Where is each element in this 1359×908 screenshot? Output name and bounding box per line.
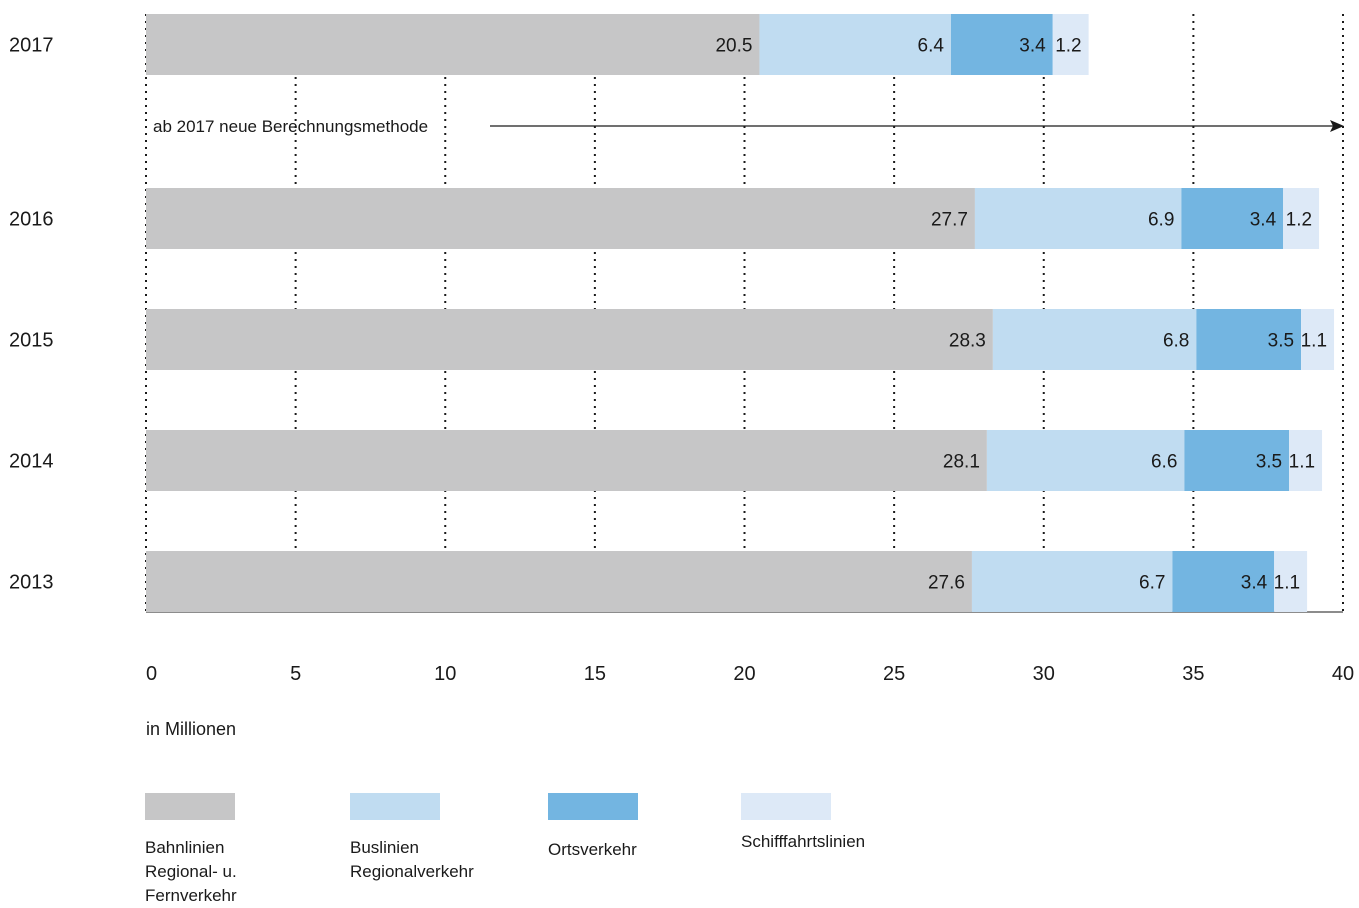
value-label-2016-bahn: 27.7 bbox=[931, 210, 968, 231]
bar-2016-bahn bbox=[146, 188, 975, 249]
x-axis-unit-label: in Millionen bbox=[146, 719, 237, 739]
x-tick-label-15: 15 bbox=[584, 663, 606, 685]
value-label-2016-schiff: 1.2 bbox=[1286, 210, 1312, 231]
category-label-2015: 2015 bbox=[9, 330, 54, 352]
bar-2015-bus bbox=[992, 309, 1197, 370]
value-label-2014-schiff: 1.1 bbox=[1289, 452, 1315, 473]
value-label-2014-orts: 3.5 bbox=[1256, 452, 1282, 473]
bars bbox=[146, 14, 1335, 612]
x-tick-label-40: 40 bbox=[1332, 663, 1354, 685]
x-tick-label-0: 0 bbox=[146, 663, 157, 685]
category-label-2014: 2014 bbox=[9, 451, 54, 473]
value-label-2017-bahn: 20.5 bbox=[715, 36, 752, 57]
bar-2016-orts bbox=[1181, 188, 1284, 249]
value-label-2016-orts: 3.4 bbox=[1250, 210, 1277, 231]
legend-swatch-bahn bbox=[145, 793, 235, 820]
category-label-2013: 2013 bbox=[9, 572, 54, 594]
legend-swatch-schiff bbox=[741, 793, 831, 820]
value-label-2013-orts: 3.4 bbox=[1241, 573, 1268, 594]
value-label-2014-bus: 6.6 bbox=[1151, 452, 1177, 473]
legend-label-bahn: Bahnlinien Regional- u. Fernverkehr bbox=[145, 838, 237, 905]
value-label-2015-bus: 6.8 bbox=[1163, 331, 1189, 352]
x-tick-label-35: 35 bbox=[1182, 663, 1204, 685]
x-tick-label-10: 10 bbox=[434, 663, 456, 685]
bar-2017-schiff bbox=[1052, 14, 1089, 75]
bar-2014-bus bbox=[986, 430, 1185, 491]
bar-2014-schiff bbox=[1289, 430, 1323, 491]
bar-2013-schiff bbox=[1274, 551, 1308, 612]
x-tick-label-25: 25 bbox=[883, 663, 905, 685]
annotation-arrowhead bbox=[1330, 120, 1344, 132]
method-change-annotation: ab 2017 neue Berechnungsmethode bbox=[153, 117, 1344, 136]
bar-2016-bus bbox=[974, 188, 1182, 249]
value-label-2017-schiff: 1.2 bbox=[1055, 36, 1081, 57]
category-label-2017: 2017 bbox=[9, 35, 54, 57]
value-label-2015-bahn: 28.3 bbox=[949, 331, 986, 352]
x-tick-label-20: 20 bbox=[733, 663, 755, 685]
category-label-2016: 2016 bbox=[9, 209, 54, 231]
value-label-2017-bus: 6.4 bbox=[918, 36, 945, 57]
legend-label-bus: Buslinien Regionalverkehr bbox=[350, 838, 474, 881]
legend-label-orts: Ortsverkehr bbox=[548, 840, 637, 859]
bar-2015-bahn bbox=[146, 309, 993, 370]
bar-2013-bahn bbox=[146, 551, 972, 612]
value-label-2013-schiff: 1.1 bbox=[1274, 573, 1300, 594]
bar-2016-schiff bbox=[1283, 188, 1320, 249]
bar-2014-bahn bbox=[146, 430, 987, 491]
bar-2013-orts bbox=[1172, 551, 1275, 612]
bar-2017-bahn bbox=[146, 14, 760, 75]
legend-swatch-orts bbox=[548, 793, 638, 820]
value-label-2013-bus: 6.7 bbox=[1139, 573, 1165, 594]
value-label-2013-bahn: 27.6 bbox=[928, 573, 965, 594]
value-label-2016-bus: 6.9 bbox=[1148, 210, 1174, 231]
bar-2017-bus bbox=[759, 14, 951, 75]
value-label-2015-orts: 3.5 bbox=[1268, 331, 1294, 352]
legend-item-bus: Buslinien Regionalverkehr bbox=[350, 793, 474, 884]
value-label-2017-orts: 3.4 bbox=[1019, 36, 1046, 57]
bar-2015-schiff bbox=[1301, 309, 1335, 370]
bar-2017-orts bbox=[950, 14, 1053, 75]
bar-2015-orts bbox=[1196, 309, 1302, 370]
value-label-2015-schiff: 1.1 bbox=[1301, 331, 1327, 352]
legend-item-orts: Ortsverkehr bbox=[548, 793, 638, 862]
annotation-text: ab 2017 neue Berechnungsmethode bbox=[153, 117, 428, 136]
legend-label-schiff: Schifffahrtslinien bbox=[741, 832, 866, 851]
labels: 20.5 6.4 3.4 1.2 2017 27.7 6.9 3.4 1.2 2016 28.3 6.… bbox=[9, 35, 1354, 686]
bar-2013-bus bbox=[971, 551, 1173, 612]
legend-swatch-bus bbox=[350, 793, 440, 820]
x-tick-label-30: 30 bbox=[1033, 663, 1055, 685]
legend-item-bahn: Bahnlinien Regional- u. Fernverkehr bbox=[145, 793, 237, 908]
value-label-2014-bahn: 28.1 bbox=[943, 452, 980, 473]
bar-2014-orts bbox=[1184, 430, 1290, 491]
legend-item-schiff: Schifffahrtslinien bbox=[741, 793, 865, 854]
x-tick-label-5: 5 bbox=[290, 663, 301, 685]
